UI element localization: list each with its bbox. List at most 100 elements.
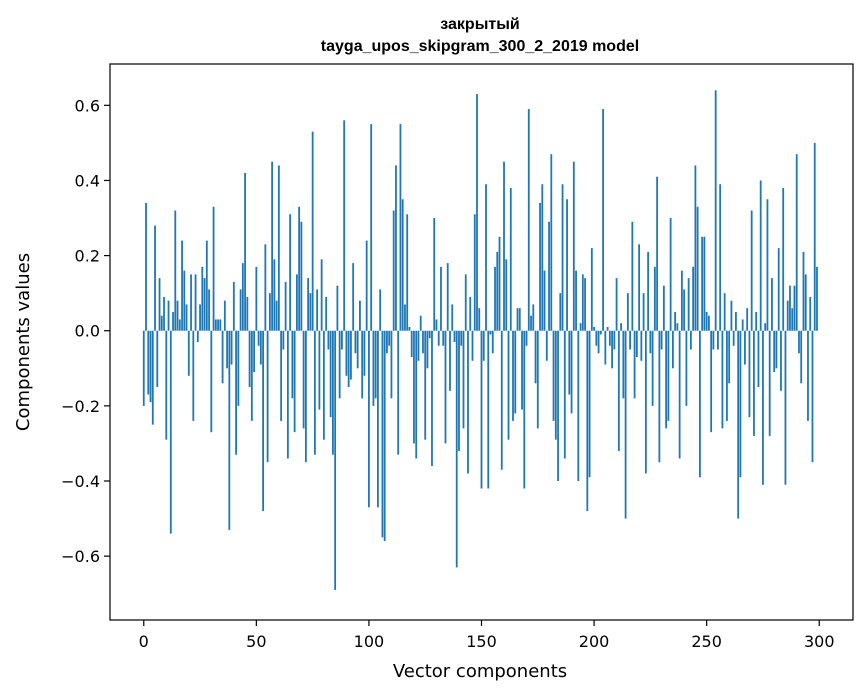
bar-91: [347, 330, 350, 388]
bar-80: [322, 330, 325, 440]
bar-261: [730, 300, 733, 331]
bar-24: [196, 330, 199, 342]
bar-79: [320, 259, 323, 331]
bar-271: [753, 330, 755, 436]
bar-36: [223, 300, 226, 331]
bar-97: [361, 330, 364, 399]
bar-251: [708, 315, 710, 331]
bar-167: [518, 308, 521, 331]
bar-20: [187, 330, 190, 376]
bar-281: [775, 330, 778, 369]
bar-268: [746, 308, 749, 331]
bar-8: [160, 315, 163, 331]
bar-69: [298, 206, 301, 331]
bar-275: [762, 330, 764, 485]
bar-284: [782, 187, 785, 331]
bar-108: [386, 330, 388, 354]
bar-151: [482, 330, 485, 361]
bar-254: [714, 90, 717, 331]
bar-71: [302, 330, 305, 429]
bar-106: [381, 330, 384, 538]
bar-197: [586, 330, 589, 512]
bar-3: [149, 330, 152, 403]
bar-232: [665, 330, 668, 429]
bar-30: [210, 330, 213, 433]
bar-48: [250, 330, 253, 421]
bar-179: [545, 330, 548, 361]
bar-228: [656, 176, 659, 331]
bar-119: [410, 330, 413, 358]
bar-194: [579, 323, 582, 331]
bar-126: [426, 330, 429, 369]
bar-2: [147, 330, 150, 395]
bar-135: [446, 263, 449, 331]
bar-111: [392, 210, 395, 331]
bar-35: [221, 330, 224, 384]
bar-277: [766, 199, 769, 331]
bar-98: [363, 330, 366, 376]
bar-96: [359, 300, 361, 331]
bar-272: [755, 311, 758, 331]
bar-45: [244, 172, 246, 331]
bar-15: [176, 300, 179, 331]
bar-269: [748, 330, 751, 418]
bar-246: [696, 206, 699, 331]
y-tick-label: −0.2: [61, 397, 100, 416]
bars-group: [142, 90, 818, 590]
bar-93: [352, 263, 355, 331]
bar-267: [744, 330, 746, 365]
y-tick-label: −0.6: [61, 547, 100, 566]
bar-39: [230, 330, 233, 365]
bar-95: [356, 330, 359, 369]
bar-259: [726, 330, 728, 421]
x-axis-ticks: 0 50 100 150 200 250 300: [139, 620, 835, 651]
bar-28: [205, 240, 208, 331]
bar-103: [374, 330, 377, 399]
bar-289: [793, 285, 796, 331]
bar-203: [599, 330, 602, 335]
bar-32: [214, 319, 217, 331]
bar-5: [154, 225, 156, 331]
bar-11: [167, 300, 170, 331]
bar-199: [590, 248, 593, 331]
bar-116: [404, 304, 406, 331]
bar-13: [172, 311, 174, 331]
bar-113: [397, 330, 400, 455]
bar-210: [615, 278, 618, 331]
bar-112: [395, 165, 397, 331]
bar-139: [455, 330, 458, 568]
bar-176: [539, 203, 541, 331]
bar-177: [541, 184, 544, 331]
bar-209: [613, 330, 616, 350]
bar-190: [570, 330, 573, 414]
bar-159: [500, 330, 503, 470]
bar-115: [401, 199, 404, 331]
bar-100: [368, 330, 370, 508]
bar-222: [642, 293, 645, 331]
bar-137: [451, 304, 454, 331]
bar-191: [572, 161, 575, 331]
bar-121: [415, 330, 418, 459]
bar-49: [253, 330, 255, 373]
bar-72: [304, 330, 307, 463]
bar-223: [644, 330, 647, 474]
bar-83: [329, 330, 332, 418]
bar-286: [786, 300, 789, 331]
bar-53: [262, 330, 264, 512]
bar-74: [309, 293, 312, 331]
chart-subtitle: tayga_upos_skipgram_300_2_2019 model: [321, 38, 639, 55]
bar-46: [246, 296, 249, 331]
bar-118: [408, 326, 411, 331]
bar-44: [241, 263, 244, 331]
bar-87: [338, 330, 341, 399]
bar-250: [705, 311, 708, 331]
bar-25: [199, 304, 201, 331]
bar-158: [498, 236, 501, 331]
bar-255: [717, 330, 719, 350]
bar-280: [773, 330, 776, 373]
bar-94: [354, 330, 357, 354]
bar-248: [701, 236, 704, 331]
bar-294: [804, 274, 807, 331]
bar-78: [318, 330, 321, 410]
